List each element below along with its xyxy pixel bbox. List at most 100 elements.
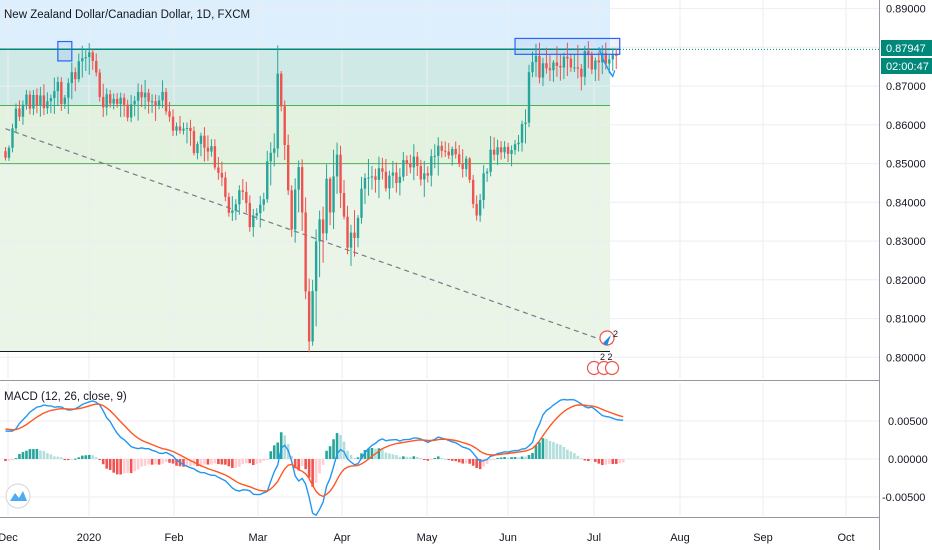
candle: [109, 94, 112, 104]
candle: [555, 62, 559, 66]
candle: [475, 203, 478, 216]
candle: [112, 98, 115, 104]
candle: [510, 150, 513, 154]
macd-histogram-bar: [11, 459, 14, 461]
candle: [562, 56, 566, 68]
price-tick-label: 0.80000: [886, 352, 926, 364]
macd-histogram-bar: [332, 439, 335, 459]
candle: [608, 59, 611, 64]
macd-histogram-bar: [143, 459, 147, 466]
candle: [548, 68, 552, 71]
price-tick-label: 0.82000: [886, 275, 926, 287]
macd-histogram-bar: [203, 459, 206, 465]
candle: [21, 104, 25, 117]
candle: [580, 68, 583, 77]
time-tick-label: Jun: [499, 532, 517, 544]
macd-histogram-bar: [175, 459, 178, 466]
candle: [391, 172, 395, 176]
macd-histogram-bar: [234, 459, 238, 468]
macd-histogram-bar: [548, 440, 552, 459]
candle: [213, 146, 217, 168]
candle: [143, 92, 147, 98]
candle: [416, 156, 419, 166]
macd-histogram-bar: [28, 449, 32, 459]
candle: [32, 95, 35, 109]
candle: [276, 73, 279, 149]
candle: [409, 163, 412, 168]
candle: [489, 149, 492, 172]
macd-histogram-bar: [161, 459, 164, 464]
macd-histogram-bar: [503, 456, 506, 459]
candle: [245, 191, 248, 204]
macd-histogram-bar: [384, 452, 388, 459]
candle: [300, 167, 304, 213]
macd-histogram-bar: [91, 455, 95, 459]
idea-badge-icon[interactable]: 2: [599, 329, 618, 346]
macd-histogram-bar: [447, 459, 451, 460]
candle: [67, 83, 70, 98]
macd-histogram-bar: [335, 433, 339, 459]
candle: [70, 72, 74, 83]
candle: [430, 156, 433, 176]
candle: [102, 96, 105, 108]
macd-histogram-bar: [346, 450, 349, 459]
macd-histogram-bar: [182, 459, 185, 467]
candle: [192, 131, 196, 154]
macd-histogram-bar: [129, 459, 133, 474]
candle: [241, 190, 245, 192]
macd-histogram-bar: [122, 459, 126, 474]
macd-histogram-bar: [580, 458, 583, 460]
candle: [384, 171, 388, 189]
candle: [611, 53, 614, 60]
candle: [63, 97, 67, 104]
tradingview-logo-icon[interactable]: [5, 483, 31, 509]
price-tick-label: 0.84000: [886, 197, 926, 209]
macd-histogram-bar: [227, 459, 231, 467]
time-tick-label: May: [417, 532, 438, 544]
macd-histogram-bar: [42, 451, 46, 459]
candle: [419, 165, 423, 180]
macd-histogram-bar: [485, 459, 489, 464]
candle: [74, 72, 77, 80]
macd-histogram-bar: [510, 457, 513, 459]
candle: [28, 94, 32, 109]
candle: [238, 190, 241, 205]
candle: [496, 147, 499, 155]
candle: [321, 219, 325, 234]
candle: [49, 98, 53, 102]
macd-histogram-bar: [594, 459, 597, 462]
macd-histogram-bar: [433, 458, 437, 460]
macd-histogram-bar: [140, 459, 143, 467]
candle: [199, 135, 203, 144]
candle: [381, 168, 384, 172]
macd-histogram-bar: [370, 447, 374, 459]
candle: [604, 53, 607, 64]
candle: [269, 152, 272, 162]
time-tick-label: Mar: [249, 532, 268, 544]
candle: [524, 122, 527, 125]
macd-histogram-bar: [314, 459, 318, 483]
candle: [14, 108, 18, 129]
candle: [583, 51, 587, 77]
mid-zone: [0, 49, 610, 106]
macd-histogram-bar: [482, 459, 485, 467]
candle: [266, 161, 269, 200]
candle: [122, 97, 126, 105]
symbol-title: New Zealand Dollar/Canadian Dollar, 1D, …: [4, 9, 250, 21]
macd-histogram-bar: [416, 456, 419, 459]
macd-histogram-bar: [461, 459, 464, 464]
macd-histogram-bar: [607, 459, 611, 464]
macd-histogram-bar: [566, 449, 569, 459]
candle: [88, 52, 91, 58]
macd-histogram-bar: [80, 455, 84, 459]
macd-histogram-bar: [318, 459, 321, 474]
candle: [370, 176, 374, 178]
macd-histogram-bar: [443, 458, 447, 460]
macd-histogram-bar: [283, 435, 286, 459]
candle: [248, 203, 251, 228]
macd-histogram-bar: [157, 459, 161, 465]
time-tick-label: Sep: [753, 532, 773, 544]
news-badges-icon[interactable]: 2 2: [586, 352, 620, 376]
macd-histogram-bar: [576, 455, 580, 459]
macd-histogram-bar: [464, 459, 468, 464]
